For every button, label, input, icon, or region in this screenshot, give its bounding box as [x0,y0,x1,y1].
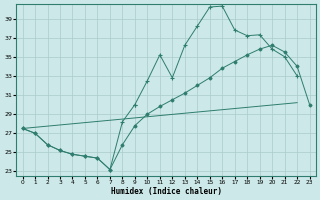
X-axis label: Humidex (Indice chaleur): Humidex (Indice chaleur) [111,187,221,196]
